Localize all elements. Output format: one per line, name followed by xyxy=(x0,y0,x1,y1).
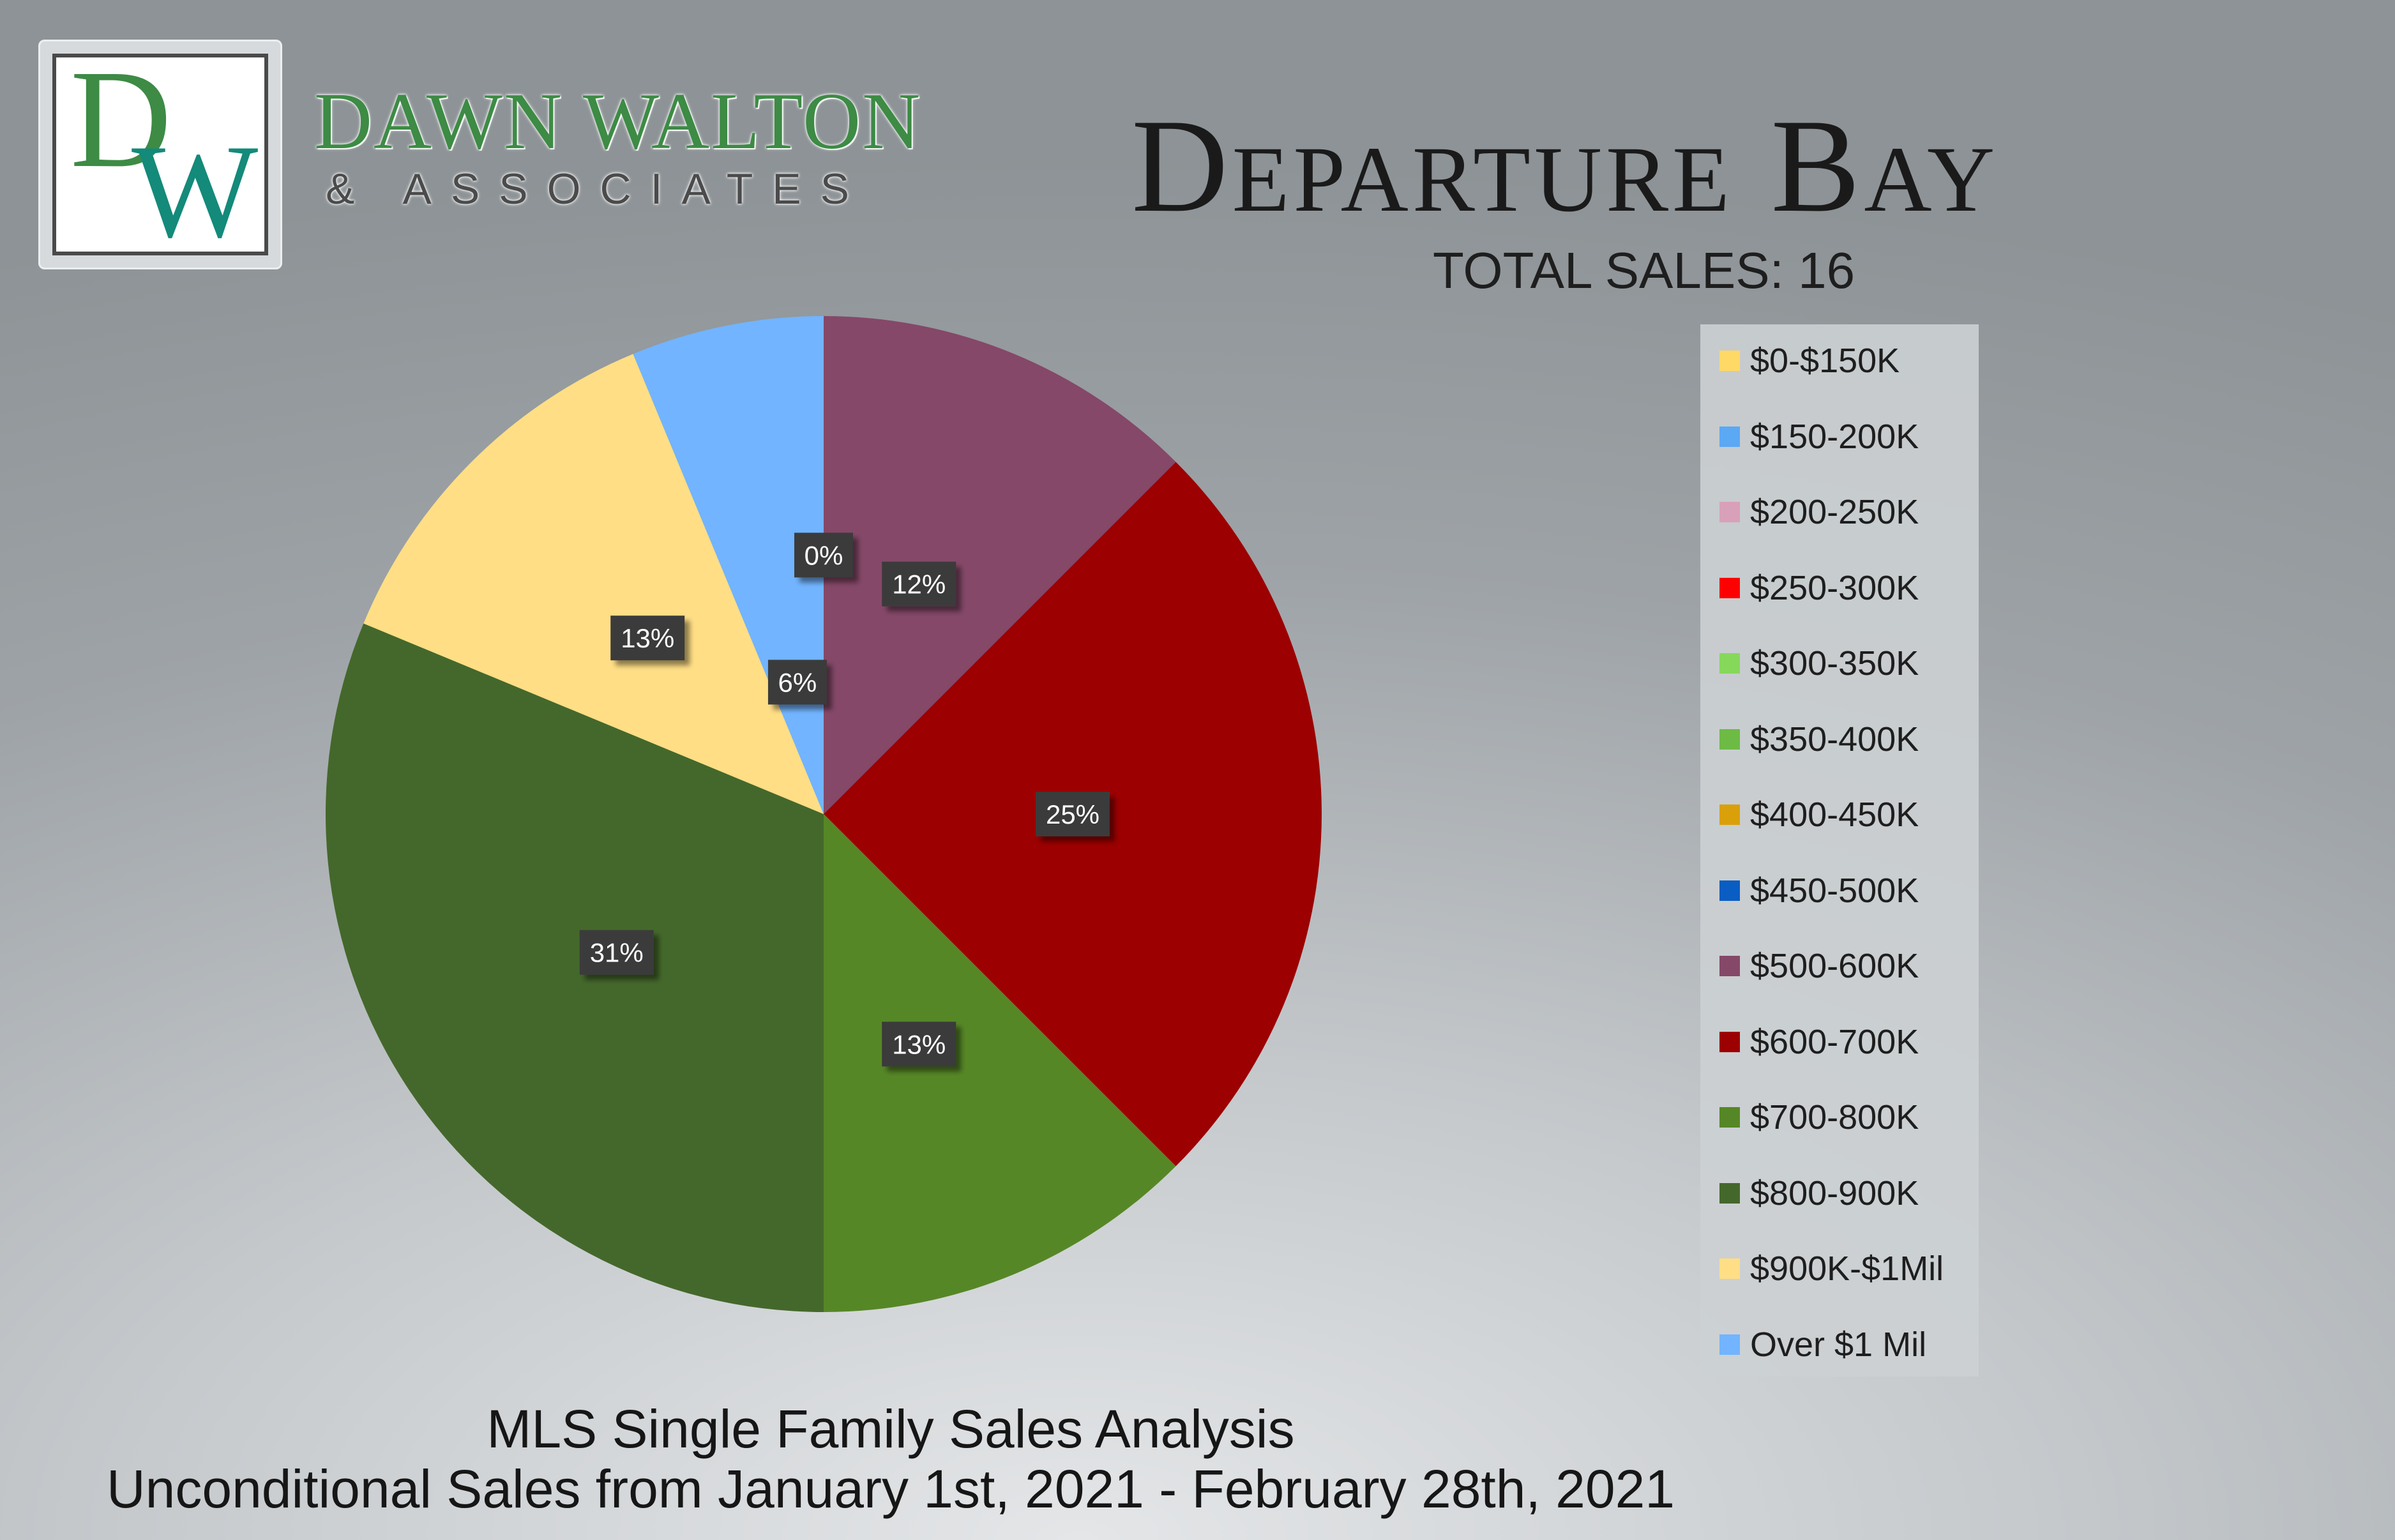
legend-item-200-250k: $200-250K xyxy=(1719,490,1919,534)
brand-name: DAWN WALTON xyxy=(314,77,922,166)
legend-item-250-300k: $250-300K xyxy=(1719,566,1919,610)
legend-item-over-1-mil: Over $1 Mil xyxy=(1719,1322,1926,1367)
legend-label: $800-900K xyxy=(1750,1174,1919,1212)
data-label-700-800k: 13% xyxy=(882,1022,956,1067)
legend-label: $350-400K xyxy=(1750,720,1919,759)
legend-swatch xyxy=(1719,1334,1740,1355)
data-label-800-900k: 31% xyxy=(579,930,654,975)
data-label-over-1-mil: 6% xyxy=(767,660,827,705)
page-title: Departure Bay xyxy=(1131,92,1999,240)
legend-swatch xyxy=(1719,804,1740,825)
svg-text:31%: 31% xyxy=(590,938,644,968)
legend-label: $150-200K xyxy=(1750,417,1919,456)
legend-label: $500-600K xyxy=(1750,947,1919,985)
legend-label: $450-500K xyxy=(1750,871,1919,910)
legend-item-800-900k: $800-900K xyxy=(1719,1171,1919,1216)
pie-slice-500-600k xyxy=(824,316,1176,814)
svg-text:0%: 0% xyxy=(805,540,843,570)
legend-swatch xyxy=(1719,502,1740,522)
total-sales: TOTAL SALES: 16 xyxy=(1433,242,1855,299)
data-label-900k-1mil: 13% xyxy=(610,615,685,661)
legend-swatch xyxy=(1719,1107,1740,1128)
dw-monogram-icon: D W xyxy=(70,57,258,252)
svg-text:W: W xyxy=(132,117,258,252)
logo-monogram: D W xyxy=(52,54,268,255)
legend-item-0-150k: $0-$150K xyxy=(1719,338,1900,383)
legend-item-450-500k: $450-500K xyxy=(1719,868,1919,913)
legend-swatch xyxy=(1719,880,1740,901)
svg-text:12%: 12% xyxy=(892,570,946,600)
legend-label: $700-800K xyxy=(1750,1098,1919,1136)
svg-text:13%: 13% xyxy=(621,623,674,653)
legend-label: $600-700K xyxy=(1750,1022,1919,1061)
pie-slice-800-900k xyxy=(325,623,824,1313)
data-label-zero: 0% xyxy=(794,532,853,578)
legend-item-700-800k: $700-800K xyxy=(1719,1095,1919,1140)
legend-label: $0-$150K xyxy=(1750,342,1900,380)
logo-box: D W xyxy=(38,40,282,269)
legend-item-300-350k: $300-350K xyxy=(1719,641,1919,686)
legend-swatch xyxy=(1719,1182,1740,1204)
legend-item-600-700k: $600-700K xyxy=(1719,1020,1919,1064)
chart-legend: $0-$150K $150-200K $200-250K $250-300K $300-… xyxy=(1700,324,1979,1377)
legend-label: Over $1 Mil xyxy=(1750,1325,1927,1364)
legend-item-500-600k: $500-600K xyxy=(1719,944,1919,988)
legend-label: $900K-$1Mil xyxy=(1750,1249,1944,1288)
legend-swatch xyxy=(1719,653,1740,674)
pie-slice-700-800k xyxy=(824,814,1176,1312)
legend-swatch xyxy=(1719,426,1740,447)
legend-item-400-450k: $400-450K xyxy=(1719,792,1919,837)
legend-label: $200-250K xyxy=(1750,493,1919,531)
legend-swatch xyxy=(1719,1258,1740,1279)
footer-subtitle: Unconditional Sales from January 1st, 20… xyxy=(106,1459,1675,1519)
legend-item-900k-1mil: $900K-$1Mil xyxy=(1719,1246,1944,1291)
legend-item-350-400k: $350-400K xyxy=(1719,717,1919,762)
footer-title: MLS Single Family Sales Analysis xyxy=(487,1399,1295,1459)
svg-text:13%: 13% xyxy=(892,1029,946,1059)
legend-label: $400-450K xyxy=(1750,796,1919,834)
legend-label: $250-300K xyxy=(1750,568,1919,607)
legend-swatch xyxy=(1719,956,1740,976)
svg-text:25%: 25% xyxy=(1046,799,1099,829)
legend-swatch xyxy=(1719,1031,1740,1052)
data-label-500-600k: 12% xyxy=(882,561,956,607)
brand-subtitle: & ASSOCIATES xyxy=(326,165,869,213)
legend-swatch xyxy=(1719,577,1740,598)
legend-label: $300-350K xyxy=(1750,644,1919,683)
pie-slice-900k-1mil xyxy=(363,354,824,814)
svg-text:6%: 6% xyxy=(778,667,817,697)
data-label-600-700k: 25% xyxy=(1036,792,1110,836)
legend-swatch xyxy=(1719,351,1740,371)
legend-swatch xyxy=(1719,728,1740,750)
legend-item-150-200k: $150-200K xyxy=(1719,414,1919,459)
svg-text:D: D xyxy=(70,57,172,197)
